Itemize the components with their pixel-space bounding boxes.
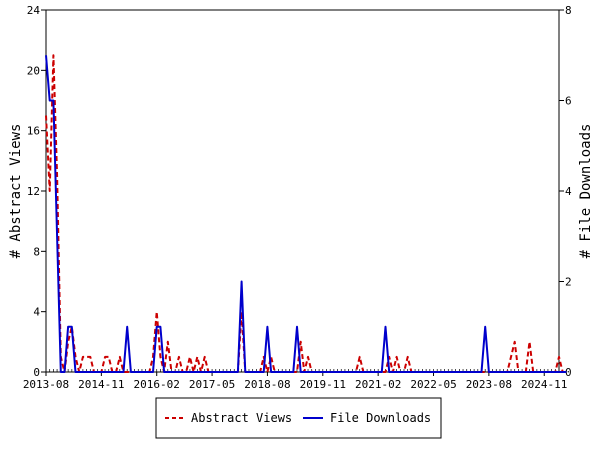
x-axis-tick-label: 2018-08 [244,378,290,391]
x-axis-tick-label: 2019-11 [300,378,346,391]
legend-label-file-downloads: File Downloads [330,411,431,425]
x-axis-tick-label: 2016-02 [134,378,180,391]
right-axis-tick-label: 8 [565,4,572,17]
right-axis-tick-label: 4 [565,185,572,198]
plot-area [45,9,560,373]
series-line-file-downloads [45,55,567,373]
right-axis-title: # File Downloads [578,124,594,259]
legend: Abstract Views File Downloads [155,397,442,439]
left-axis-tick-label: 16 [27,125,40,138]
left-axis-tick-label: 8 [33,245,40,258]
right-axis-tick-label: 0 [565,366,572,379]
x-axis-tick-label: 2023-08 [466,378,512,391]
left-axis-tick-label: 24 [27,4,41,17]
x-axis-tick-label: 2021-02 [355,378,401,391]
x-axis-tick-label: 2013-08 [23,378,69,391]
x-axis-tick-label: 2017-05 [189,378,235,391]
left-axis-tick-label: 0 [33,366,40,379]
left-axis-tick-label: 4 [33,306,40,319]
right-axis-tick-label: 2 [565,276,572,289]
right-axis-tick-label: 6 [565,95,572,108]
x-axis-tick-label: 2022-05 [410,378,456,391]
legend-label-abstract-views: Abstract Views [191,411,292,425]
left-axis-title: # Abstract Views [8,124,24,259]
left-axis-tick-label: 20 [27,64,40,77]
x-axis-tick-label: 2024-11 [521,378,567,391]
x-axis-tick-label: 2014-11 [78,378,124,391]
legend-box [155,397,442,439]
left-axis-tick-label: 12 [27,185,40,198]
